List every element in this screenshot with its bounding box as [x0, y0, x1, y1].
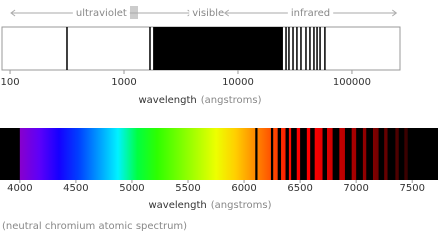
- x-tick-label: 5500: [175, 183, 200, 194]
- axis-label: wavelength: [149, 200, 207, 211]
- emission-band: [404, 128, 408, 180]
- emission-band: [288, 128, 292, 180]
- emission-band: [384, 128, 388, 180]
- emission-band: [19, 128, 256, 180]
- arrowhead: [223, 9, 230, 17]
- chart: 100 1000 10000 100000 ultraviolet visible infr…: [0, 6, 438, 232]
- x-tick-label: 10000: [222, 77, 254, 88]
- axis-title: wavelength (angstroms): [139, 95, 262, 106]
- x-tick-label: 4500: [63, 183, 88, 194]
- region-label: infrared: [291, 8, 330, 19]
- region-label: ultraviolet: [76, 8, 127, 19]
- caption: (neutral chromium atomic spectrum): [2, 221, 187, 232]
- x-tick-label: 6000: [231, 183, 256, 194]
- emission-band: [281, 128, 286, 180]
- emission-band: [296, 128, 301, 180]
- axis-title: wavelength (angstroms): [149, 200, 272, 211]
- emission-band: [273, 128, 278, 180]
- x-tick-label: 7000: [343, 183, 368, 194]
- axis-unit: (angstroms): [201, 95, 262, 106]
- emission-band: [339, 128, 345, 180]
- arrowhead: [10, 9, 16, 17]
- label-bg: [287, 7, 334, 19]
- label-bg: [189, 7, 228, 19]
- emission-band: [314, 128, 323, 180]
- emission-band: [362, 128, 367, 180]
- x-tick-label: 100000: [333, 77, 371, 88]
- emission-band: [351, 128, 357, 180]
- x-tick-label: 100: [0, 77, 19, 88]
- emission-band: [372, 128, 379, 180]
- label-bg: [72, 7, 130, 19]
- x-tick-label: 6500: [287, 183, 312, 194]
- line-band: [153, 27, 283, 70]
- x-tick-label: 1000: [111, 77, 136, 88]
- region-label: visible: [192, 8, 224, 19]
- arrowhead: [392, 9, 398, 17]
- emission-band: [327, 128, 333, 180]
- x-tick-label: 7500: [399, 183, 424, 194]
- axis-unit: (angstroms): [211, 200, 272, 211]
- emission-band: [395, 128, 399, 180]
- axis-label: wavelength: [139, 95, 197, 106]
- emission-band: [306, 128, 311, 180]
- x-tick-label: 5000: [119, 183, 144, 194]
- x-tick-label: 4000: [7, 183, 32, 194]
- emission-band: [257, 128, 271, 180]
